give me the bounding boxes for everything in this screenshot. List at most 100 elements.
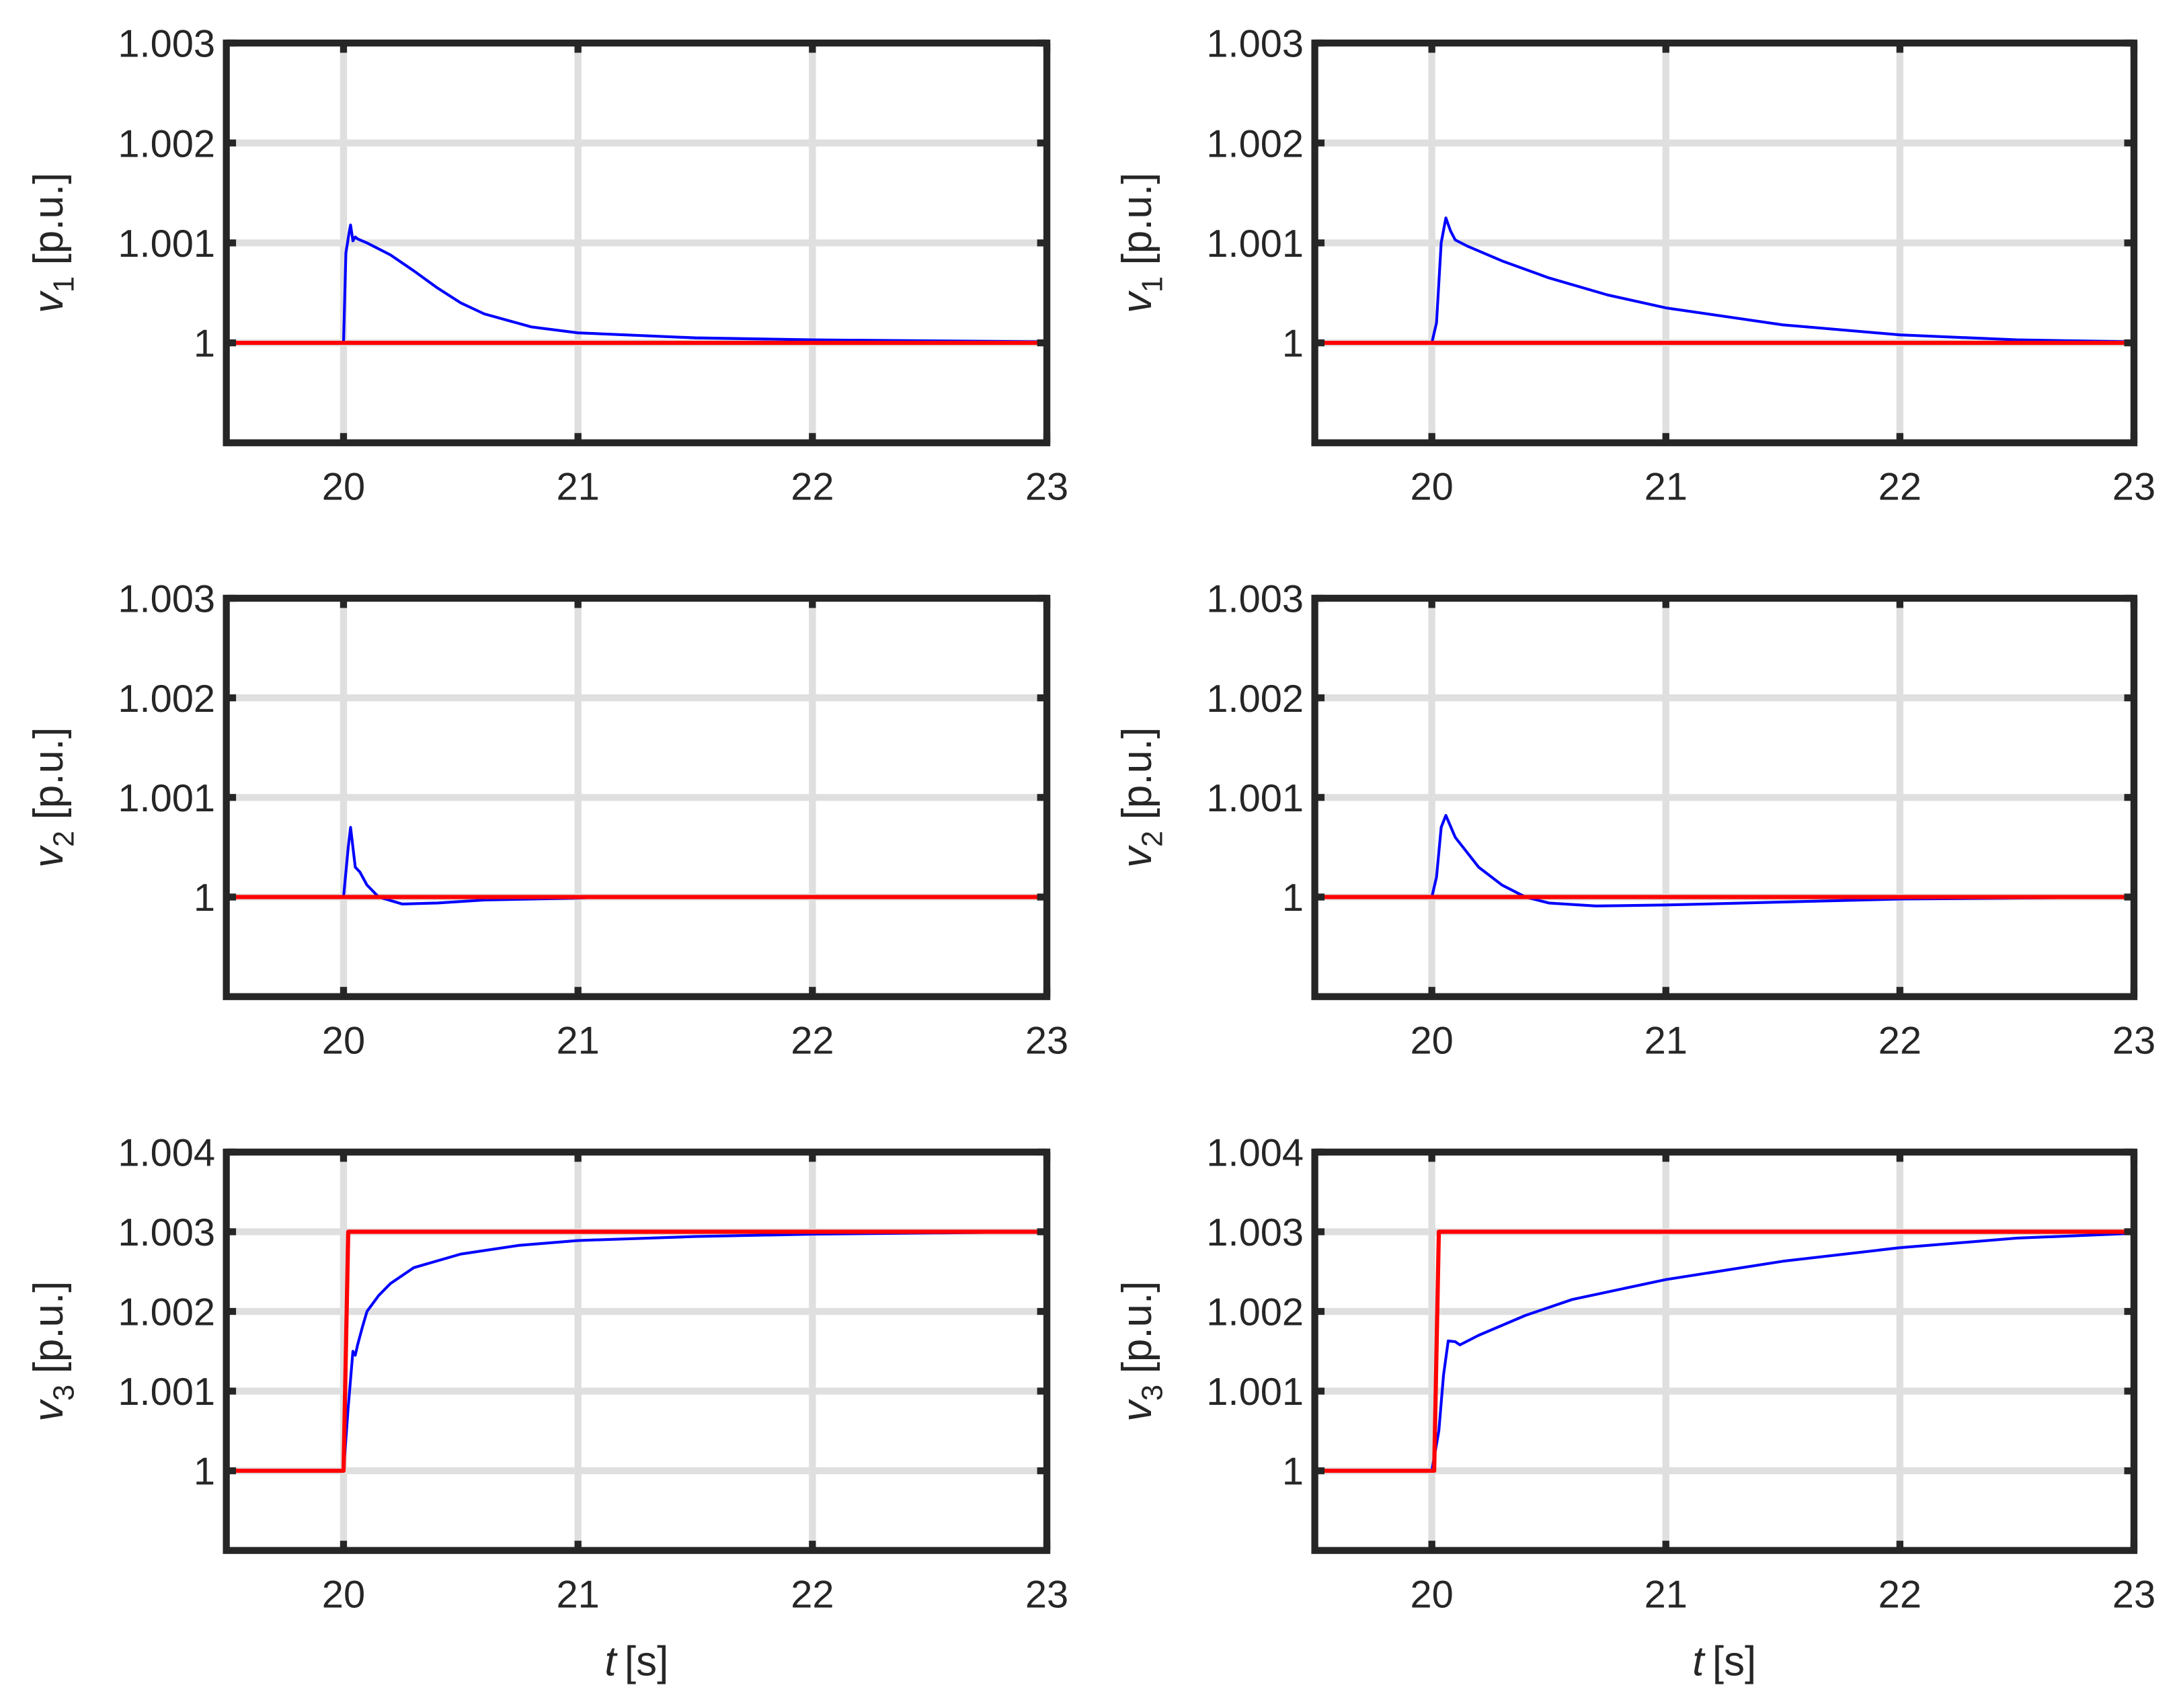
- y-label-unit: [p.u.]: [26, 173, 72, 266]
- y-label-variable: v: [26, 1399, 72, 1422]
- x-tick-label: 20: [322, 1019, 365, 1062]
- x-label-unit: [s]: [625, 1638, 668, 1684]
- y-label-subscript: 1: [1136, 276, 1169, 292]
- series-line-red: [226, 1229, 1047, 1473]
- x-label-variable: t: [604, 1638, 618, 1684]
- y-label-unit: [p.u.]: [26, 1281, 72, 1374]
- y-tick-label: 1.002: [118, 122, 215, 165]
- y-tick-label: 1: [1282, 323, 1304, 366]
- y-label-variable: v: [26, 290, 72, 313]
- axes-box: [223, 1148, 1051, 1554]
- axes-box: [1311, 594, 2138, 1000]
- y-label-variable: v: [1114, 1399, 1160, 1422]
- y-tick-label: 1.003: [1206, 23, 1304, 66]
- x-tick-label: 21: [557, 465, 600, 508]
- series-line-blue: [1314, 216, 2134, 345]
- axes-box: [223, 594, 1051, 1000]
- subplot-4: 20 21 22 23 1 1.001 1.002 1.003 v2 [p.u.]: [1114, 578, 2155, 1063]
- x-tick-label: 22: [1878, 1573, 1922, 1616]
- y-tick-label: 1: [194, 1451, 215, 1494]
- series-line-blue: [1314, 1231, 2134, 1473]
- x-tick-label: 21: [1645, 1573, 1688, 1616]
- y-label-unit: [p.u.]: [1114, 727, 1160, 820]
- y-tick-label: 1.003: [1206, 578, 1304, 621]
- x-tick-label: 20: [1410, 1019, 1453, 1062]
- y-tick-label: 1.002: [1206, 678, 1304, 721]
- x-label-variable: t: [1692, 1638, 1706, 1684]
- x-tick-label: 23: [1025, 1573, 1068, 1616]
- y-tick-label: 1.002: [1206, 1291, 1304, 1334]
- y-label-unit: [p.u.]: [1114, 1281, 1160, 1374]
- subplot-6: 20 21 22 23 1 1.001 1.002 1.003 1.004 v3 [p.u.] t [s…: [1114, 1132, 2155, 1685]
- y-label-variable: v: [1114, 845, 1160, 868]
- y-axis-label: v3 [p.u.]: [1114, 1281, 1169, 1422]
- y-tick-label: 1.001: [118, 1371, 215, 1414]
- axes-box: [223, 39, 1051, 446]
- y-tick-label: 1.002: [118, 1291, 215, 1334]
- y-tick-label: 1: [194, 323, 215, 366]
- y-tick-label: 1.003: [1206, 1211, 1304, 1254]
- x-axis-label: t [s]: [604, 1638, 668, 1684]
- series-line-blue: [226, 223, 1047, 345]
- y-tick-label: 1: [1282, 1451, 1304, 1494]
- x-tick-label: 20: [1410, 465, 1453, 508]
- axes-box: [1311, 39, 2138, 446]
- x-tick-label: 20: [322, 1573, 365, 1616]
- x-tick-label: 21: [1645, 465, 1688, 508]
- y-tick-label: 1: [1282, 877, 1304, 920]
- x-label-unit: [s]: [1712, 1638, 1756, 1684]
- x-tick-label: 20: [1410, 1573, 1453, 1616]
- series-line-blue: [226, 825, 1047, 905]
- y-tick-label: 1.001: [1206, 777, 1304, 820]
- y-tick-label: 1.004: [118, 1132, 215, 1175]
- series-line-blue: [226, 1230, 1047, 1473]
- x-tick-label: 21: [557, 1019, 600, 1062]
- series-line-blue: [1314, 813, 2134, 907]
- x-tick-label: 23: [2112, 465, 2155, 508]
- y-tick-label: 1.003: [118, 1211, 215, 1254]
- x-tick-label: 22: [791, 1573, 834, 1616]
- y-label-subscript: 3: [48, 1385, 80, 1401]
- x-tick-label: 23: [2112, 1019, 2155, 1062]
- y-label-subscript: 2: [48, 831, 80, 847]
- y-axis-label: v1 [p.u.]: [26, 173, 81, 313]
- subplot-3: 20 21 22 23 1 1.001 1.002 1.003 v2 [p.u.]: [26, 578, 1068, 1063]
- x-tick-label: 20: [322, 465, 365, 508]
- y-tick-label: 1.001: [118, 222, 215, 266]
- x-tick-label: 22: [791, 1019, 834, 1062]
- x-axis-label: t [s]: [1692, 1638, 1756, 1684]
- x-tick-label: 21: [557, 1573, 600, 1616]
- x-tick-label: 22: [1878, 465, 1922, 508]
- y-axis-label: v2 [p.u.]: [26, 727, 81, 868]
- y-tick-label: 1.001: [1206, 222, 1304, 266]
- y-label-unit: [p.u.]: [1114, 173, 1160, 266]
- y-tick-label: 1.004: [1206, 1132, 1304, 1175]
- x-tick-label: 22: [1878, 1019, 1922, 1062]
- y-label-variable: v: [1114, 290, 1160, 313]
- x-tick-label: 22: [791, 465, 834, 508]
- x-tick-label: 23: [2112, 1573, 2155, 1616]
- y-tick-label: 1.001: [1206, 1371, 1304, 1414]
- x-tick-label: 23: [1025, 1019, 1068, 1062]
- y-tick-label: 1.003: [118, 23, 215, 66]
- y-tick-label: 1: [194, 877, 215, 920]
- y-label-subscript: 3: [1136, 1385, 1169, 1401]
- series-line-red: [1314, 1229, 2134, 1473]
- x-tick-label: 21: [1645, 1019, 1688, 1062]
- y-axis-label: v1 [p.u.]: [1114, 173, 1169, 313]
- x-tick-label: 23: [1025, 465, 1068, 508]
- subplot-5: 20 21 22 23 1 1.001 1.002 1.003 1.004 v3 [p.u.] t [s…: [26, 1132, 1068, 1685]
- y-label-subscript: 2: [1136, 831, 1169, 847]
- y-axis-label: v2 [p.u.]: [1114, 727, 1169, 868]
- y-label-subscript: 1: [48, 276, 80, 292]
- y-tick-label: 1.003: [118, 578, 215, 621]
- y-label-unit: [p.u.]: [26, 727, 72, 820]
- y-label-variable: v: [26, 845, 72, 868]
- y-axis-label: v3 [p.u.]: [26, 1281, 81, 1422]
- y-tick-label: 1.002: [118, 678, 215, 721]
- y-tick-label: 1.002: [1206, 122, 1304, 165]
- axes-box: [1311, 1148, 2138, 1554]
